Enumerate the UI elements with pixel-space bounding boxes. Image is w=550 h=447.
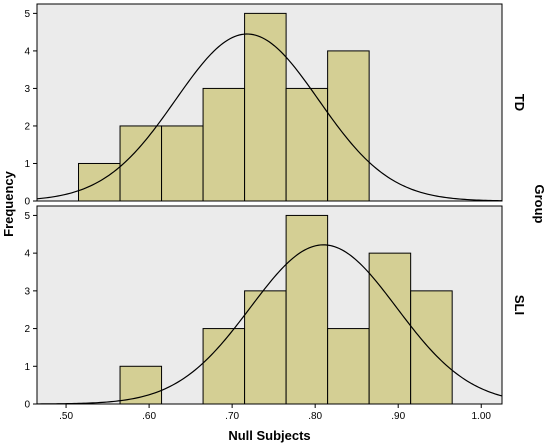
facet-label-sli: SLI (512, 295, 527, 315)
y-tick-label-sli-4: 4 (24, 249, 30, 260)
y-tick-label-td-2: 2 (24, 121, 30, 132)
bar-sli-5 (368, 252, 412, 405)
normal-curve-td (36, 33, 503, 202)
bar-td-3 (202, 87, 246, 202)
y-tick-label-sli-0: 0 (24, 400, 30, 411)
bar-sli-4 (327, 328, 370, 405)
y-tick-label-td-4: 4 (24, 46, 30, 57)
bar-sli-3 (285, 214, 329, 405)
y-tick-label-td-0: 0 (24, 197, 30, 208)
y-tick-label-sli-2: 2 (24, 324, 30, 335)
y-tick-label-sli-5: 5 (24, 211, 30, 222)
bar-sli-2 (244, 290, 287, 405)
y-tick-label-td-1: 1 (24, 159, 30, 170)
y-tick-label-sli-3: 3 (24, 286, 30, 297)
x-tick-label-3: .80 (308, 411, 322, 422)
facet-axis-title: Group (532, 185, 547, 224)
x-tick-label-4: .90 (391, 411, 405, 422)
bar-td-5 (285, 87, 329, 202)
bar-sli-1 (202, 328, 246, 405)
bar-td-6 (327, 50, 370, 202)
y-axis-title: Frequency (1, 170, 16, 237)
bar-sli-0 (119, 365, 163, 405)
x-axis-title: Null Subjects (228, 428, 310, 443)
x-tick-label-0: .50 (59, 411, 73, 422)
bar-td-1 (119, 125, 163, 202)
x-tick-label-2: .70 (225, 411, 239, 422)
y-tick-label-td-3: 3 (24, 84, 30, 95)
normal-curve-sli (36, 244, 503, 405)
x-tick-label-1: .60 (142, 411, 156, 422)
bar-sli-6 (410, 290, 453, 405)
bar-td-0 (78, 162, 121, 202)
x-tick-label-5: 1.00 (472, 411, 492, 422)
bar-td-4 (244, 12, 287, 202)
bar-td-2 (161, 125, 204, 202)
y-tick-label-sli-1: 1 (24, 362, 30, 373)
y-tick-label-td-5: 5 (24, 9, 30, 20)
facet-label-td: TD (512, 94, 527, 111)
